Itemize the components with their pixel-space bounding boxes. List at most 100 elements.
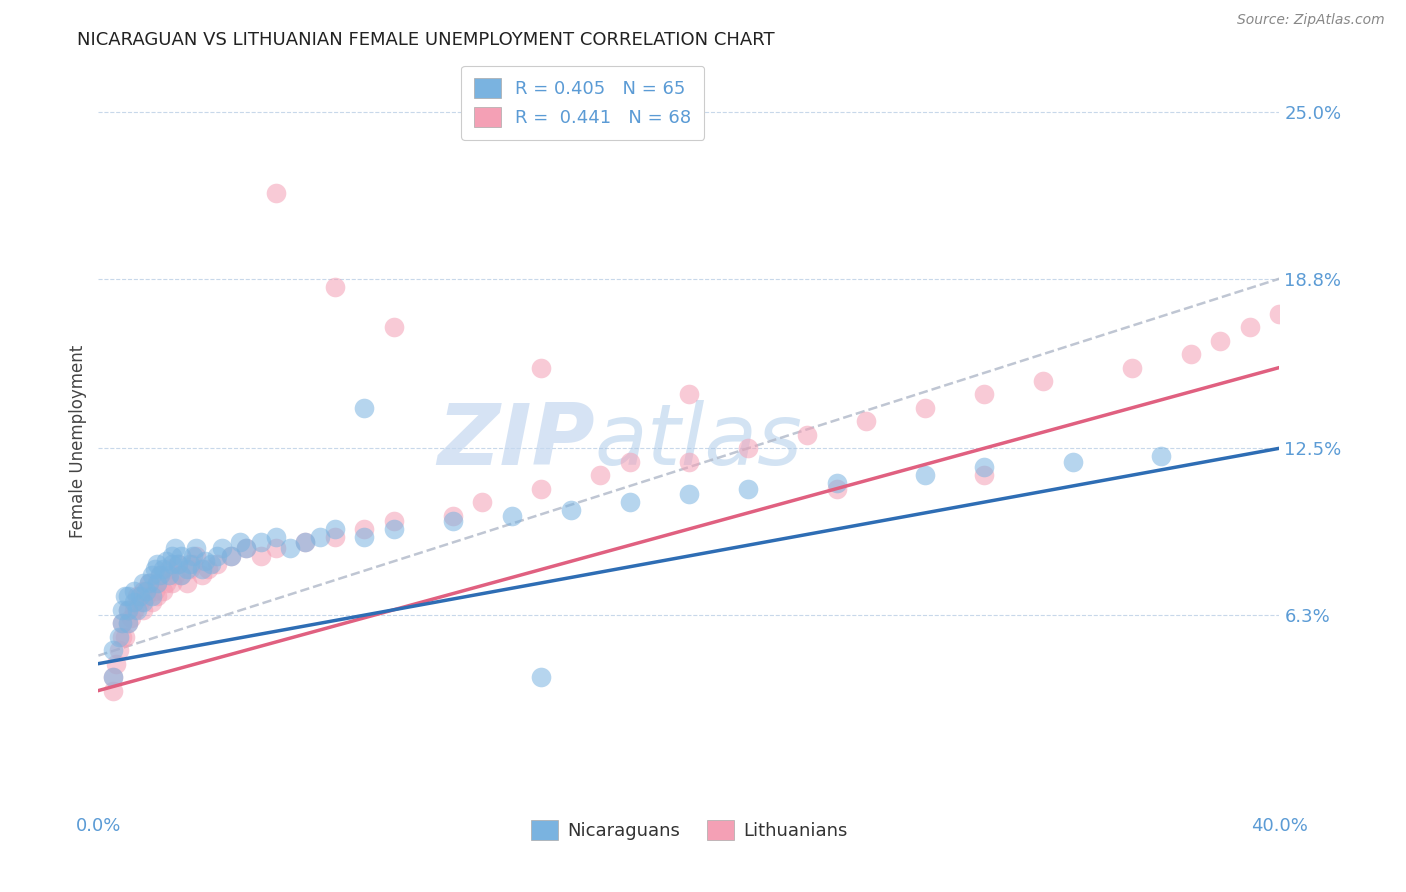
Point <box>117 590 139 604</box>
Point <box>264 186 287 200</box>
Text: Source: ZipAtlas.com: Source: ZipAtlas.com <box>1237 13 1385 28</box>
Point <box>143 584 166 599</box>
Point <box>211 541 233 555</box>
Point <box>737 442 759 456</box>
Point <box>103 670 125 684</box>
Point <box>128 590 150 604</box>
Point <box>1062 455 1084 469</box>
Point <box>146 590 169 604</box>
Point <box>323 279 346 293</box>
Point <box>117 603 139 617</box>
Point <box>191 562 214 576</box>
Point <box>146 557 169 571</box>
Text: atlas: atlas <box>595 400 803 483</box>
Point <box>229 535 252 549</box>
Point <box>155 554 177 568</box>
Point <box>122 603 145 617</box>
Point <box>1239 320 1261 334</box>
Point <box>122 595 145 609</box>
Y-axis label: Female Unemployment: Female Unemployment <box>69 345 87 538</box>
Point <box>530 482 553 496</box>
Point <box>105 657 128 671</box>
Point <box>103 643 125 657</box>
Point <box>141 567 163 582</box>
Point <box>353 401 375 415</box>
Point <box>973 468 995 483</box>
Point <box>125 603 148 617</box>
Point <box>170 567 193 582</box>
Point <box>221 549 243 563</box>
Point <box>194 554 217 568</box>
Point <box>530 670 553 684</box>
Point <box>560 503 582 517</box>
Point <box>914 468 936 483</box>
Point <box>179 562 201 576</box>
Point <box>191 567 214 582</box>
Point <box>170 549 193 563</box>
Point <box>589 468 612 483</box>
Point <box>973 460 995 475</box>
Point <box>117 616 139 631</box>
Point <box>264 530 287 544</box>
Point <box>825 482 848 496</box>
Point <box>235 541 257 555</box>
Point <box>135 584 157 599</box>
Point <box>152 584 174 599</box>
Point <box>108 643 131 657</box>
Point <box>221 549 243 563</box>
Point <box>855 414 877 428</box>
Point <box>441 508 464 523</box>
Point <box>162 557 183 571</box>
Point <box>323 530 346 544</box>
Point <box>170 567 193 582</box>
Point <box>353 522 375 536</box>
Point <box>111 616 134 631</box>
Point <box>179 557 201 571</box>
Point <box>167 557 190 571</box>
Point <box>825 476 848 491</box>
Point <box>309 530 332 544</box>
Point <box>114 630 136 644</box>
Point <box>184 549 207 563</box>
Point <box>125 590 148 604</box>
Point <box>973 387 995 401</box>
Point <box>250 549 273 563</box>
Point <box>294 535 316 549</box>
Point <box>138 575 160 590</box>
Point <box>235 541 257 555</box>
Point <box>1032 374 1054 388</box>
Point <box>162 575 183 590</box>
Point <box>135 590 157 604</box>
Point <box>122 584 145 599</box>
Point <box>146 575 169 590</box>
Point <box>1268 307 1291 321</box>
Point <box>111 603 134 617</box>
Point <box>796 427 818 442</box>
Legend: Nicaraguans, Lithuanians: Nicaraguans, Lithuanians <box>523 813 855 847</box>
Point <box>678 487 700 501</box>
Point <box>914 401 936 415</box>
Point <box>619 495 641 509</box>
Point <box>128 595 150 609</box>
Point <box>117 603 139 617</box>
Point <box>111 630 134 644</box>
Point <box>382 514 405 528</box>
Point <box>141 595 163 609</box>
Point <box>471 495 494 509</box>
Point <box>323 522 346 536</box>
Point <box>152 562 174 576</box>
Point <box>501 508 523 523</box>
Text: NICARAGUAN VS LITHUANIAN FEMALE UNEMPLOYMENT CORRELATION CHART: NICARAGUAN VS LITHUANIAN FEMALE UNEMPLOY… <box>77 31 775 49</box>
Text: ZIP: ZIP <box>437 400 595 483</box>
Point <box>205 549 228 563</box>
Point <box>181 557 204 571</box>
Point <box>294 535 316 549</box>
Point <box>167 557 190 571</box>
Point <box>120 611 142 625</box>
Point <box>157 562 180 576</box>
Point <box>117 616 139 631</box>
Point <box>678 387 700 401</box>
Point <box>264 541 287 555</box>
Point <box>1180 347 1202 361</box>
Point <box>1150 450 1173 464</box>
